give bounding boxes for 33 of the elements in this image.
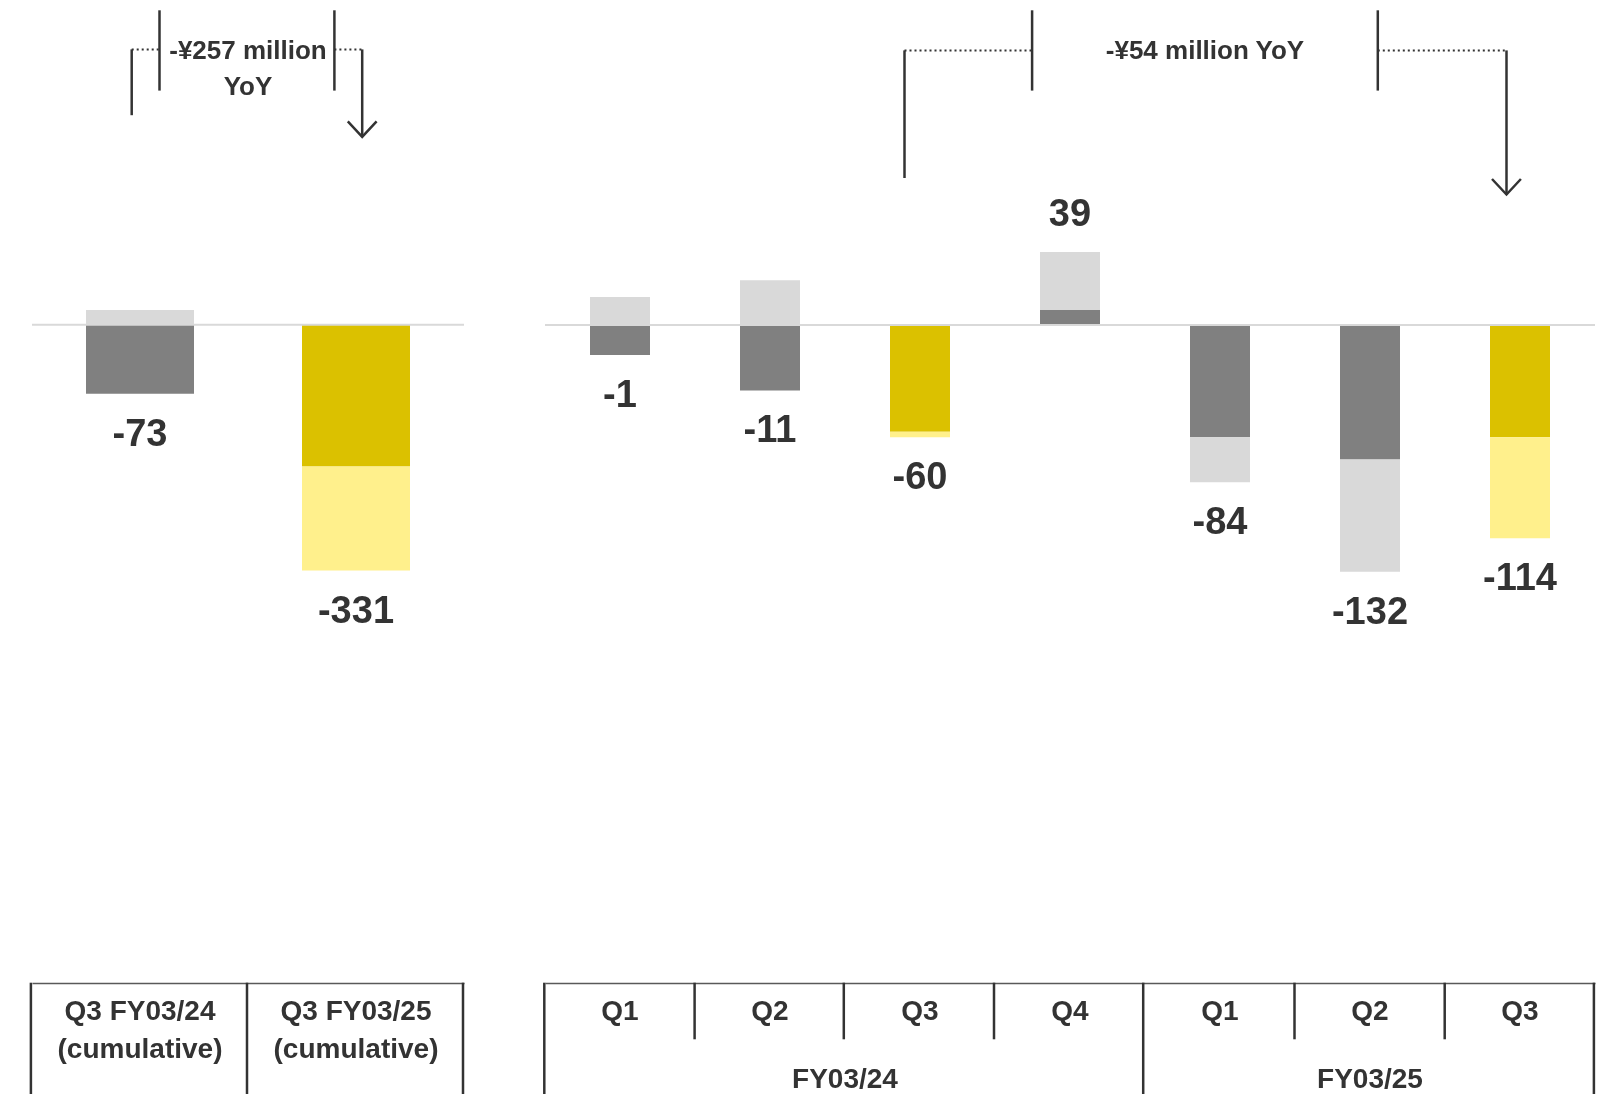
bar (1190, 325, 1250, 438)
annotation: -1 (603, 372, 637, 415)
annotation: -60 (892, 455, 948, 498)
bar (1490, 437, 1550, 539)
bar (1040, 310, 1100, 326)
text: -¥54 million YoY (1105, 35, 1305, 65)
bar (1340, 325, 1400, 460)
annotation: -114 (1483, 556, 1557, 599)
x-tick-label: Q1 (601, 994, 639, 1026)
bar (1490, 325, 1550, 438)
annotation: -84 (1192, 500, 1248, 543)
x-tick-label: Q4 (1051, 994, 1090, 1026)
text: 39 (1048, 192, 1092, 235)
bar (590, 325, 650, 355)
text: -¥257 million YoY (169, 35, 327, 101)
x-tick-label: Q1 (1201, 994, 1239, 1026)
x-tick-label: Q3 FY03/25 (cumulative) (273, 994, 439, 1064)
text: FY03/25 (1317, 1063, 1423, 1094)
bar (1190, 437, 1250, 483)
bar (1340, 459, 1400, 572)
bar (1040, 252, 1100, 311)
text: -132 (1331, 589, 1409, 632)
bar (740, 325, 800, 391)
x-tick-label: Q3 (1501, 994, 1539, 1026)
text: FY03/24 (792, 1063, 899, 1094)
x-tick-label: Q2 (1351, 994, 1389, 1026)
x-tick-label: Q3 FY03/24 (cumulative) (57, 994, 223, 1064)
annotation: -11 (743, 408, 797, 451)
x-tick-label: Q2 (751, 994, 789, 1026)
annotation: -73 (112, 411, 168, 454)
x-tick-label: Q3 (901, 994, 939, 1026)
text: -331 (317, 588, 395, 631)
bar (890, 325, 950, 432)
